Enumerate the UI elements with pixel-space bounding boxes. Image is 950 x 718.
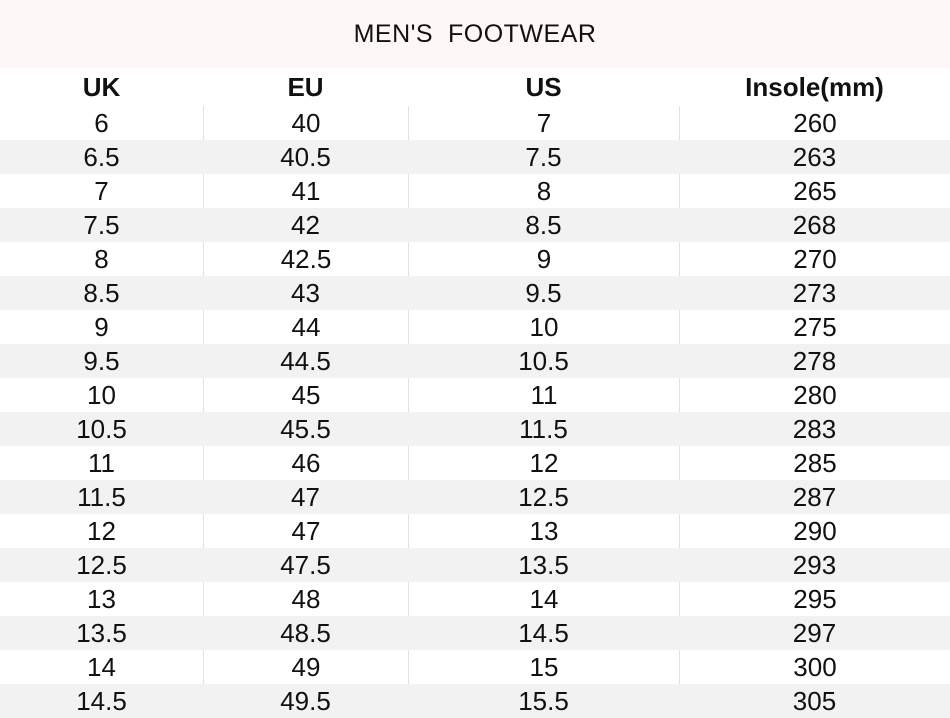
table-row: 8.5 43 9.5 273 (0, 276, 950, 310)
table-cell: 44.5 (280, 345, 331, 376)
table-cell: 49.5 (280, 685, 331, 716)
table-cell: 283 (792, 413, 837, 444)
table-row: 8 42.5 9 270 (0, 242, 950, 276)
header-cell: UK (82, 71, 121, 102)
table-cell: 42 (291, 209, 320, 240)
table-row: 12.5 47.5 13.5 293 (0, 548, 950, 582)
table-cell: 268 (792, 209, 837, 240)
table-cell: 278 (792, 345, 837, 376)
table-cell: 9 (408, 242, 679, 276)
table-cell: 270 (679, 242, 950, 276)
table-cell: 14.5 (76, 685, 127, 716)
table-cell: 8 (408, 174, 679, 208)
table-cell: 43 (291, 277, 320, 308)
table-cell: 14 (408, 582, 679, 616)
table-cell: 287 (792, 481, 837, 512)
table-row: 11.5 47 12.5 287 (0, 480, 950, 514)
table-cell: 13.5 (76, 617, 127, 648)
table-row: 6.5 40.5 7.5 263 (0, 140, 950, 174)
table-cell: 305 (792, 685, 837, 716)
table-cell: 11.5 (77, 481, 126, 512)
header-cell: US (525, 71, 562, 102)
table-cell: 48.5 (280, 617, 331, 648)
table-cell: 275 (679, 310, 950, 344)
table-row: 6 40 7 260 (0, 106, 950, 140)
table-cell: 13.5 (518, 549, 569, 580)
table-cell: 11 (88, 447, 115, 478)
table-cell: 293 (792, 549, 837, 580)
table-row: 11 46 12 285 (0, 446, 950, 480)
table-cell: 40 (203, 106, 408, 140)
table-cell: 47.5 (280, 549, 331, 580)
table-cell: 7 (94, 175, 109, 206)
table-cell: 7.5 (83, 209, 120, 240)
table-cell: 7.5 (525, 141, 562, 172)
table-cell: 8.5 (83, 277, 120, 308)
table-cell: 8 (94, 243, 109, 274)
table-cell: 47 (203, 514, 408, 548)
table-cell: 10.5 (518, 345, 569, 376)
table-cell: 290 (679, 514, 950, 548)
table-cell: 13 (87, 583, 116, 614)
table-cell: 295 (679, 582, 950, 616)
table-cell: 45.5 (280, 413, 331, 444)
table-row: 7 41 8 265 (0, 174, 950, 208)
header-cell: EU (287, 71, 324, 102)
table-cell: 46 (203, 446, 408, 480)
table-cell: 45 (203, 378, 408, 412)
table-cell: 10 (408, 310, 679, 344)
table-cell: 300 (679, 650, 950, 684)
table-cell: 12.5 (518, 481, 569, 512)
table-cell: 40.5 (280, 141, 331, 172)
table-cell: 42.5 (203, 242, 408, 276)
table-cell: 48 (203, 582, 408, 616)
table-row: 13.5 48.5 14.5 297 (0, 616, 950, 650)
table-cell: 285 (679, 446, 950, 480)
table-cell: 9.5 (525, 277, 562, 308)
table-row: 12 47 13 290 (0, 514, 950, 548)
table-row: 9.5 44.5 10.5 278 (0, 344, 950, 378)
table-cell: 10.5 (76, 413, 127, 444)
table-row: 7.5 42 8.5 268 (0, 208, 950, 242)
table-cell: 15.5 (518, 685, 569, 716)
table-cell: 47 (291, 481, 320, 512)
table-cell: 49 (203, 650, 408, 684)
table-cell: 8.5 (525, 209, 562, 240)
table-cell: 12 (87, 515, 116, 546)
table-row: 14 49 15 300 (0, 650, 950, 684)
table-cell: 265 (679, 174, 950, 208)
table-row: 13 48 14 295 (0, 582, 950, 616)
table-cell: 12.5 (76, 549, 127, 580)
table-cell: 297 (792, 617, 837, 648)
table-cell: 15 (408, 650, 679, 684)
table-row: 10.5 45.5 11.5 283 (0, 412, 950, 446)
table-cell: 41 (203, 174, 408, 208)
table-cell: 14 (87, 651, 116, 682)
header-row: UK EU US Insole(mm) (0, 68, 950, 106)
table-cell: 9 (94, 311, 109, 342)
table-cell: 12 (408, 446, 679, 480)
table-cell: 14.5 (518, 617, 569, 648)
table-cell: 273 (792, 277, 837, 308)
table-cell: 11.5 (519, 413, 568, 444)
table-cell: 7 (408, 106, 679, 140)
table-cell: 6.5 (83, 141, 120, 172)
table-cell: 9.5 (83, 345, 120, 376)
table-row: 10 45 11 280 (0, 378, 950, 412)
table-cell: 13 (408, 514, 679, 548)
table-row: 14.5 49.5 15.5 305 (0, 684, 950, 718)
chart-title: MEN'S FOOTWEAR (0, 0, 950, 68)
table-cell: 44 (203, 310, 408, 344)
table-cell: 260 (679, 106, 950, 140)
table-cell: 10 (87, 379, 116, 410)
table-row: 9 44 10 275 (0, 310, 950, 344)
header-cell: Insole(mm) (745, 71, 884, 102)
table-cell: 6 (94, 107, 109, 138)
table-cell: 11 (408, 378, 679, 412)
table-cell: 280 (679, 378, 950, 412)
table-cell: 263 (792, 141, 837, 172)
